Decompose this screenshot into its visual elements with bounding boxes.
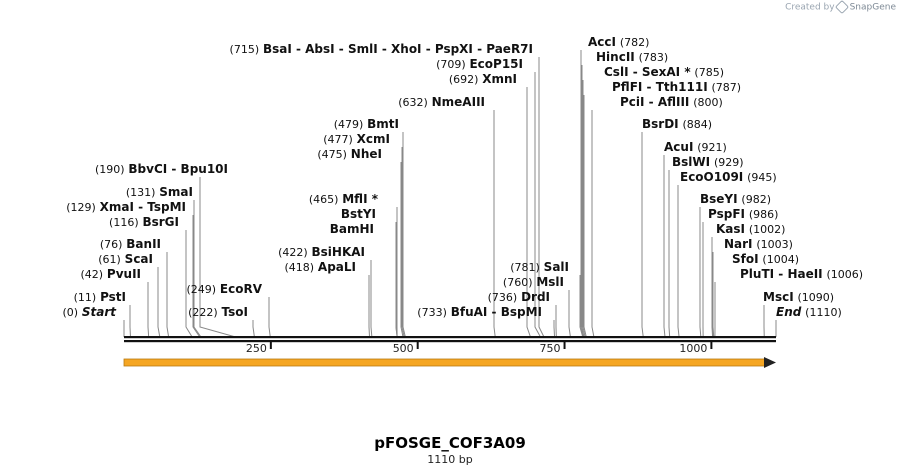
enzyme-leader-line	[199, 177, 236, 338]
enzyme-label: (781) SalI	[510, 260, 569, 274]
plasmid-length: 1110 bp	[427, 453, 473, 466]
enzyme-leader-line	[583, 95, 587, 338]
enzyme-leader-line	[534, 72, 541, 338]
enzyme-label: (190) BbvCI - Bpu10I	[95, 162, 228, 176]
enzyme-label: (465) MflI *	[309, 192, 379, 206]
enzyme-leader-line	[641, 132, 644, 338]
enzyme-label: End (1110)	[776, 305, 842, 319]
enzyme-leader-line	[699, 207, 702, 338]
enzyme-label: (760) MslI	[503, 275, 564, 289]
enzyme-leader-line	[147, 282, 150, 338]
enzyme-leader-line	[663, 155, 666, 338]
enzyme-label: PluTI - HaeII (1006)	[740, 267, 863, 281]
enzyme-leader-line	[668, 170, 671, 338]
enzyme-leader-line	[401, 147, 405, 338]
enzyme-label: (422) BsiHKAI	[278, 245, 365, 259]
enzyme-label: BamHI	[330, 222, 374, 236]
enzyme-label: BsrDI (884)	[642, 117, 712, 131]
enzyme-leader-line	[526, 87, 531, 338]
enzyme-leader-line	[581, 65, 585, 338]
snapgene-credit: Created by SnapGene	[785, 0, 896, 15]
enzyme-label: (418) ApaLI	[284, 260, 356, 274]
enzyme-label: BslWI (929)	[672, 155, 744, 169]
enzyme-leader-line	[711, 237, 714, 338]
restriction-map: 250 500 750 1000 (0) Start(11) PstI (42) PvuI…	[62, 35, 863, 368]
enzyme-leader-line	[185, 230, 193, 338]
enzyme-leader-line	[580, 50, 584, 338]
enzyme-label: CslI - SexAI * (785)	[604, 65, 724, 79]
enzyme-leader-line	[553, 320, 556, 338]
enzyme-leader-line	[192, 215, 201, 338]
enzyme-label: (475) NheI	[317, 147, 382, 161]
enzyme-label: BstYI	[341, 207, 376, 221]
enzyme-leader-line	[677, 185, 680, 338]
enzyme-leader-line	[402, 132, 406, 338]
feature-arrow-head	[764, 357, 776, 368]
enzyme-leader-line	[268, 297, 271, 338]
enzyme-label: (129) XmaI - TspMI	[66, 200, 186, 214]
enzyme-leader-line	[591, 110, 595, 338]
enzyme-label: (42) PvuII	[80, 267, 141, 281]
enzyme-label: BseYI (982)	[700, 192, 771, 206]
enzyme-leader-line	[493, 110, 496, 338]
enzyme-label: AccI (782)	[588, 35, 649, 49]
enzyme-leader-line	[368, 275, 371, 338]
enzyme-label: (0) Start	[62, 305, 117, 319]
backbone-bottom-strand	[124, 340, 776, 343]
enzyme-label: (116) BsrGI	[109, 215, 179, 229]
enzyme-label: SfoI (1004)	[732, 252, 799, 266]
enzyme-label: (692) XmnI	[449, 72, 517, 86]
scale-tick-label: 250	[246, 342, 267, 355]
enzyme-leader-line	[370, 260, 373, 338]
enzyme-label: (222) TsoI	[188, 305, 248, 319]
enzyme-label: (477) XcmI	[323, 132, 390, 146]
enzyme-label: (11) PstI	[74, 290, 126, 304]
enzyme-label: NarI (1003)	[724, 237, 793, 251]
credit-prefix: Created by	[785, 2, 835, 13]
enzyme-label: PspFI (986)	[708, 207, 778, 221]
plasmid-name: pFOSGE_COF3A09	[374, 434, 526, 452]
enzyme-label: (76) BanII	[100, 237, 161, 251]
scale-tick-label: 750	[540, 342, 561, 355]
scale-tick-label: 1000	[679, 342, 707, 355]
enzyme-label: AcuI (921)	[664, 140, 727, 154]
enzyme-leader-line	[568, 290, 571, 338]
enzyme-label: (632) NmeAIII	[398, 95, 485, 109]
enzyme-label: (736) DrdI	[488, 290, 550, 304]
enzyme-label: (61) ScaI	[98, 252, 153, 266]
enzyme-label: KasI (1002)	[716, 222, 785, 236]
enzyme-label: PflFI - Tth111I (787)	[612, 80, 741, 94]
enzyme-label: (715) BsaI - AbsI - SmlI - XhoI - PspXI …	[230, 42, 533, 56]
enzyme-label: (131) SmaI	[126, 185, 193, 199]
enzyme-leader-line	[157, 267, 161, 338]
enzyme-leader-line	[400, 162, 404, 338]
enzyme-label: HincII (783)	[596, 50, 668, 64]
credit-brand: SnapGene	[849, 2, 896, 13]
enzyme-label: (479) BmtI	[334, 117, 399, 131]
enzyme-label: PciI - AflIII (800)	[620, 95, 723, 109]
enzyme-label: (709) EcoP15I	[436, 57, 523, 71]
enzyme-leader-line	[166, 252, 170, 338]
enzyme-leader-line	[193, 200, 202, 338]
enzyme-leader-line	[712, 267, 715, 338]
enzyme-label: EcoO109I (945)	[680, 170, 777, 184]
enzyme-leader-line	[538, 57, 545, 338]
feature-arrow-body	[123, 358, 767, 367]
enzyme-label: (249) EcoRV	[186, 282, 262, 296]
enzyme-leader-line	[582, 80, 586, 338]
enzyme-leader-line	[252, 320, 255, 338]
backbone-top-strand	[124, 336, 776, 339]
scale-tick-label: 500	[393, 342, 414, 355]
enzyme-leader-line	[579, 275, 584, 338]
enzyme-label: MscI (1090)	[763, 290, 834, 304]
enzyme-label: (733) BfuAI - BspMI	[417, 305, 542, 319]
